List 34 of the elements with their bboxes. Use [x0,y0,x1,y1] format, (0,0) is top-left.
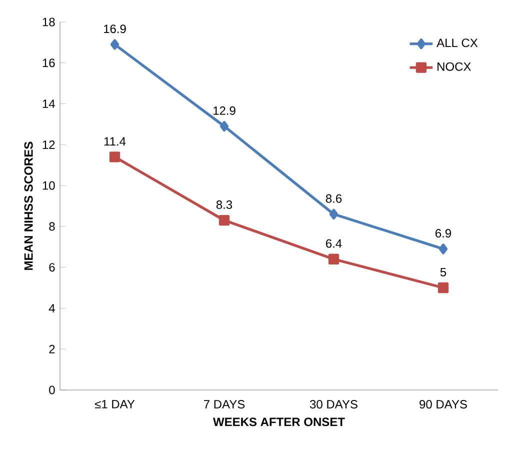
y-tick-label: 10 [42,181,55,190]
x-tick-label: 30 DAYS [310,400,358,409]
y-tick-label: 4 [48,304,55,312]
data-label: 11.4 [104,137,126,146]
y-tick-label: 14 [42,100,55,108]
y-tick-label: 0 [49,386,55,394]
point [328,254,340,264]
y-tick-label: 6 [49,263,55,272]
point [110,39,120,50]
legend-label: NOCX [438,62,471,71]
legend-label: ALL CX [436,38,478,48]
data-label: 16.9 [104,24,126,34]
y-tick-label: 16 [42,58,55,68]
x-axis-title: WEEKS AFTER ONSET [213,418,345,426]
point [438,282,449,294]
data-label: 5 [440,268,446,276]
x-tick-label: 7 DAYS [204,400,245,409]
data-label: 8.6 [326,194,342,203]
point [438,244,448,254]
y-tick-label: 2 [49,344,55,354]
data-label: 12.9 [213,106,236,115]
x-tick-label: 90 DAYS [420,400,467,409]
y-tick-label: 12 [42,140,55,149]
y-tick-label: 8 [49,222,55,231]
point [109,152,120,162]
data-label: 8.3 [216,200,232,209]
point [218,214,230,226]
y-tick-label: 18 [42,18,55,26]
data-label: 6.9 [436,229,452,238]
point [220,120,229,132]
point [329,208,338,220]
x-tick-label: ≤1 DAY [94,400,135,408]
y-axis-title: MEAN NIHSS SCORES [24,142,33,270]
data-label: 6.4 [326,239,342,248]
